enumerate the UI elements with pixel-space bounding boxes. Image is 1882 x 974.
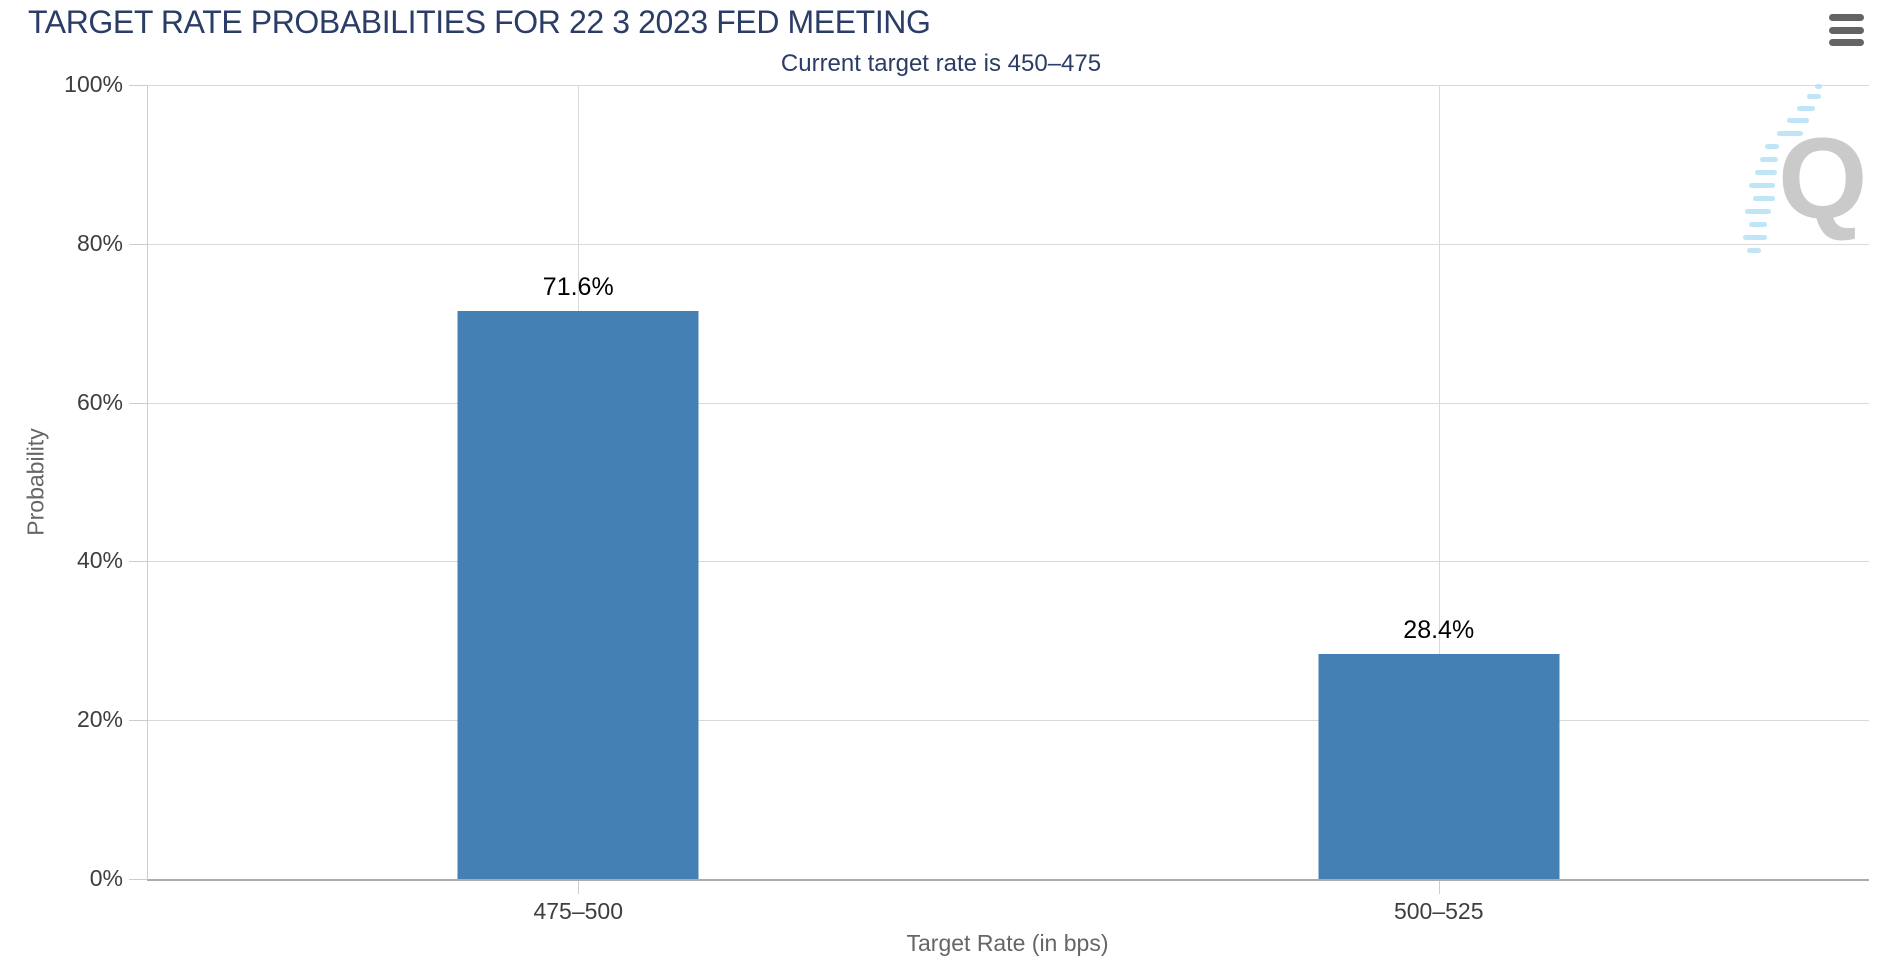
y-tick-label: 40%: [76, 547, 123, 574]
y-axis-tick: [129, 85, 148, 86]
hamburger-menu-icon: [1829, 14, 1864, 21]
x-gridline: [1438, 85, 1440, 879]
y-tick-label: 100%: [64, 70, 123, 97]
y-axis-tick: [129, 402, 148, 404]
y-gridline: [148, 85, 1869, 86]
watermark-q-letter: Q: [1778, 115, 1867, 243]
plot-area: 0% 20% 40% 60% 80% 100% 71.6% 475–500 28.4% 500–5…: [64, 71, 1869, 924]
y-tick-label: 20%: [76, 706, 123, 733]
chart-subtitle: Current target rate is 450–475: [780, 50, 1102, 77]
y-gridline: [148, 720, 1869, 722]
chart-context-menu-button[interactable]: [1829, 13, 1865, 47]
y-tick-label: 80%: [76, 229, 123, 256]
y-gridline: [148, 561, 1869, 563]
x-category-label: 475–500: [533, 898, 624, 924]
x-axis-title: Target Rate (in bps): [906, 930, 1109, 956]
y-tick-label: 60%: [76, 388, 123, 415]
watermark-logo-q: Q: [1743, 84, 1867, 253]
x-axis-tick: [578, 881, 580, 894]
bar-500–525[interactable]: [1318, 653, 1560, 879]
y-gridline: [148, 402, 1869, 404]
y-gridline: [148, 243, 1869, 245]
watermark-dash-trail: [1743, 84, 1822, 253]
x-axis-tick: [1438, 881, 1440, 894]
y-axis-tick: [129, 243, 148, 245]
y-axis-tick: [129, 561, 148, 563]
bar-value-label: 71.6%: [542, 272, 614, 301]
x-category-label: 500–525: [1393, 898, 1484, 924]
bar-475–500[interactable]: [457, 310, 699, 879]
chart-title: TARGET RATE PROBABILITIES FOR 22 3 2023 …: [28, 4, 931, 40]
bar-value-label: 28.4%: [1403, 615, 1475, 644]
y-axis-tick: [129, 879, 148, 880]
y-tick-label: 0%: [89, 864, 123, 891]
y-axis-title: Probability: [22, 428, 49, 536]
y-axis-tick: [129, 720, 148, 722]
